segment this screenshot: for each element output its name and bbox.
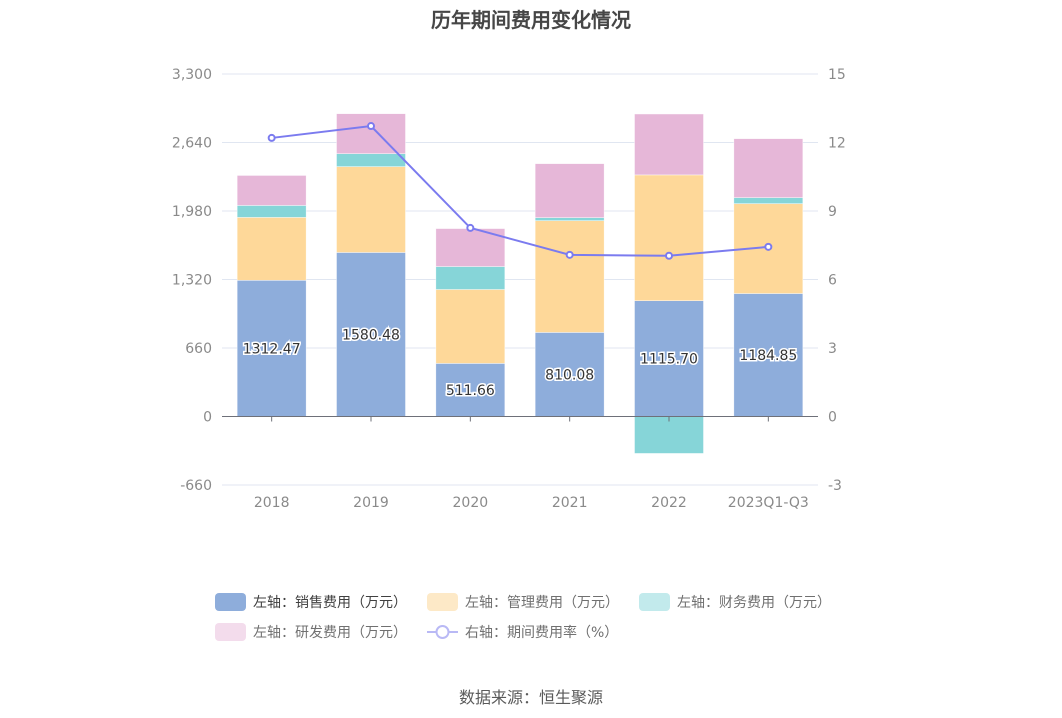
chart-title: 历年期间费用变化情况 (431, 8, 631, 32)
right-axis-tick-label: 6 (828, 273, 837, 289)
right-axis-tick-label: 12 (828, 136, 846, 152)
legend-item-rate[interactable]: 右轴：期间费用率（%） (427, 622, 618, 642)
bar-finance (336, 153, 406, 167)
bar-admin (634, 174, 704, 302)
bar-rnd (733, 138, 804, 198)
legend-row-2: 左轴：研发费用（万元） 右轴：期间费用率（%） (215, 622, 638, 642)
bar-value-label: 1580.48 (342, 327, 400, 343)
bar-sales (534, 332, 605, 417)
left-axis-tick-label: 660 (185, 341, 212, 357)
left-axis-tick-label: -660 (180, 478, 212, 494)
right-axis-tick-label: 15 (828, 67, 846, 83)
right-axis-tick-label: 9 (828, 204, 837, 220)
bar-data-labels: 1312.47 1580.48 511.66 810.08 1115.70 1184.85 (241, 326, 799, 400)
rate-point (466, 223, 475, 232)
legend-item-rnd[interactable]: 左轴：研发费用（万元） (215, 622, 407, 642)
right-axis-tick-label: 0 (828, 410, 837, 426)
left-axis-tick-label: 0 (203, 410, 212, 426)
x-axis-tick-label: 2020 (453, 495, 489, 511)
bar-finance (534, 217, 605, 221)
bar-finance (634, 416, 704, 454)
legend-label: 左轴：财务费用（万元） (677, 595, 831, 611)
legend-swatch-admin (427, 593, 458, 611)
x-axis-tick-label: 2021 (552, 495, 588, 511)
legend-item-admin[interactable]: 左轴：管理费用（万元） (427, 592, 619, 612)
bar-rnd (534, 163, 605, 218)
left-axis-tick-label: 2,640 (172, 136, 212, 152)
bar-rnd (634, 113, 704, 176)
bar-value-label: 1312.47 (243, 341, 301, 357)
bar-sales (634, 300, 704, 417)
grid-lines (222, 73, 818, 486)
bar-value-label: 1115.70 (640, 352, 698, 368)
bar-sales (336, 252, 406, 417)
bar-finance (435, 266, 506, 290)
line-series (267, 122, 773, 260)
rate-point (565, 250, 574, 259)
x-axis-tick-label: 2023Q1-Q3 (728, 495, 809, 511)
rate-point (367, 122, 375, 131)
bar-value-label: 810.08 (545, 367, 594, 383)
left-axis-tick-label: 1,320 (172, 273, 212, 289)
rate-point (665, 251, 673, 260)
legend-swatch-rnd (215, 623, 246, 641)
right-y-axis: -3 0 3 6 9 12 15 (828, 67, 846, 494)
bar-admin (435, 289, 506, 364)
legend-label: 左轴：销售费用（万元） (253, 595, 407, 611)
right-axis-tick-label: 3 (828, 341, 837, 357)
legend-item-finance[interactable]: 左轴：财务费用（万元） (639, 592, 831, 612)
right-axis-tick-label: -3 (828, 478, 842, 494)
x-axis-tick-label: 2022 (651, 495, 687, 511)
bar-value-label: 1184.85 (739, 348, 797, 364)
bar-admin (336, 166, 406, 253)
legend-swatch-sales (215, 593, 246, 611)
x-axis: 2018 2019 2020 2021 2022 2023Q1-Q3 (222, 416, 818, 511)
legend-label: 左轴：研发费用（万元） (253, 625, 407, 641)
legend-label: 右轴：期间费用率（%） (465, 625, 619, 641)
left-y-axis: -660 0 660 1,320 1,980 2,640 3,300 (172, 67, 212, 494)
bar-series (236, 113, 804, 454)
line-marker-icon (427, 623, 458, 641)
rate-point (267, 133, 276, 142)
x-axis-tick-label: 2018 (254, 495, 290, 511)
bar-rnd (236, 175, 307, 206)
rate-line (271, 125, 769, 257)
legend-row-1: 左轴：销售费用（万元） 左轴：管理费用（万元） 左轴：财务费用（万元） (215, 592, 851, 612)
bar-admin (534, 220, 605, 333)
rate-point (764, 242, 773, 251)
bar-sales (733, 293, 804, 417)
legend-swatch-finance (639, 593, 670, 611)
left-axis-tick-label: 3,300 (172, 67, 212, 83)
left-axis-tick-label: 1,980 (172, 204, 212, 220)
legend-item-sales[interactable]: 左轴：销售费用（万元） (215, 592, 407, 612)
bar-finance (236, 205, 307, 218)
x-axis-tick-label: 2019 (353, 495, 389, 511)
legend-label: 左轴：管理费用（万元） (465, 595, 619, 611)
data-source-note: 数据来源：恒生聚源 (458, 688, 603, 707)
bar-rnd (336, 113, 406, 154)
bar-value-label: 511.66 (446, 383, 495, 399)
bar-admin (236, 217, 307, 281)
bar-finance (733, 197, 804, 204)
